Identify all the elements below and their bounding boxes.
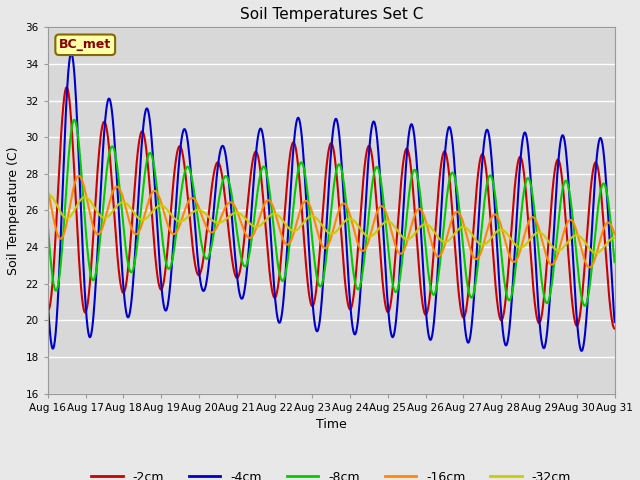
Legend: -2cm, -4cm, -8cm, -16cm, -32cm: -2cm, -4cm, -8cm, -16cm, -32cm xyxy=(86,466,576,480)
Text: BC_met: BC_met xyxy=(59,38,111,51)
Title: Soil Temperatures Set C: Soil Temperatures Set C xyxy=(239,7,423,22)
X-axis label: Time: Time xyxy=(316,418,347,431)
Y-axis label: Soil Temperature (C): Soil Temperature (C) xyxy=(7,146,20,275)
